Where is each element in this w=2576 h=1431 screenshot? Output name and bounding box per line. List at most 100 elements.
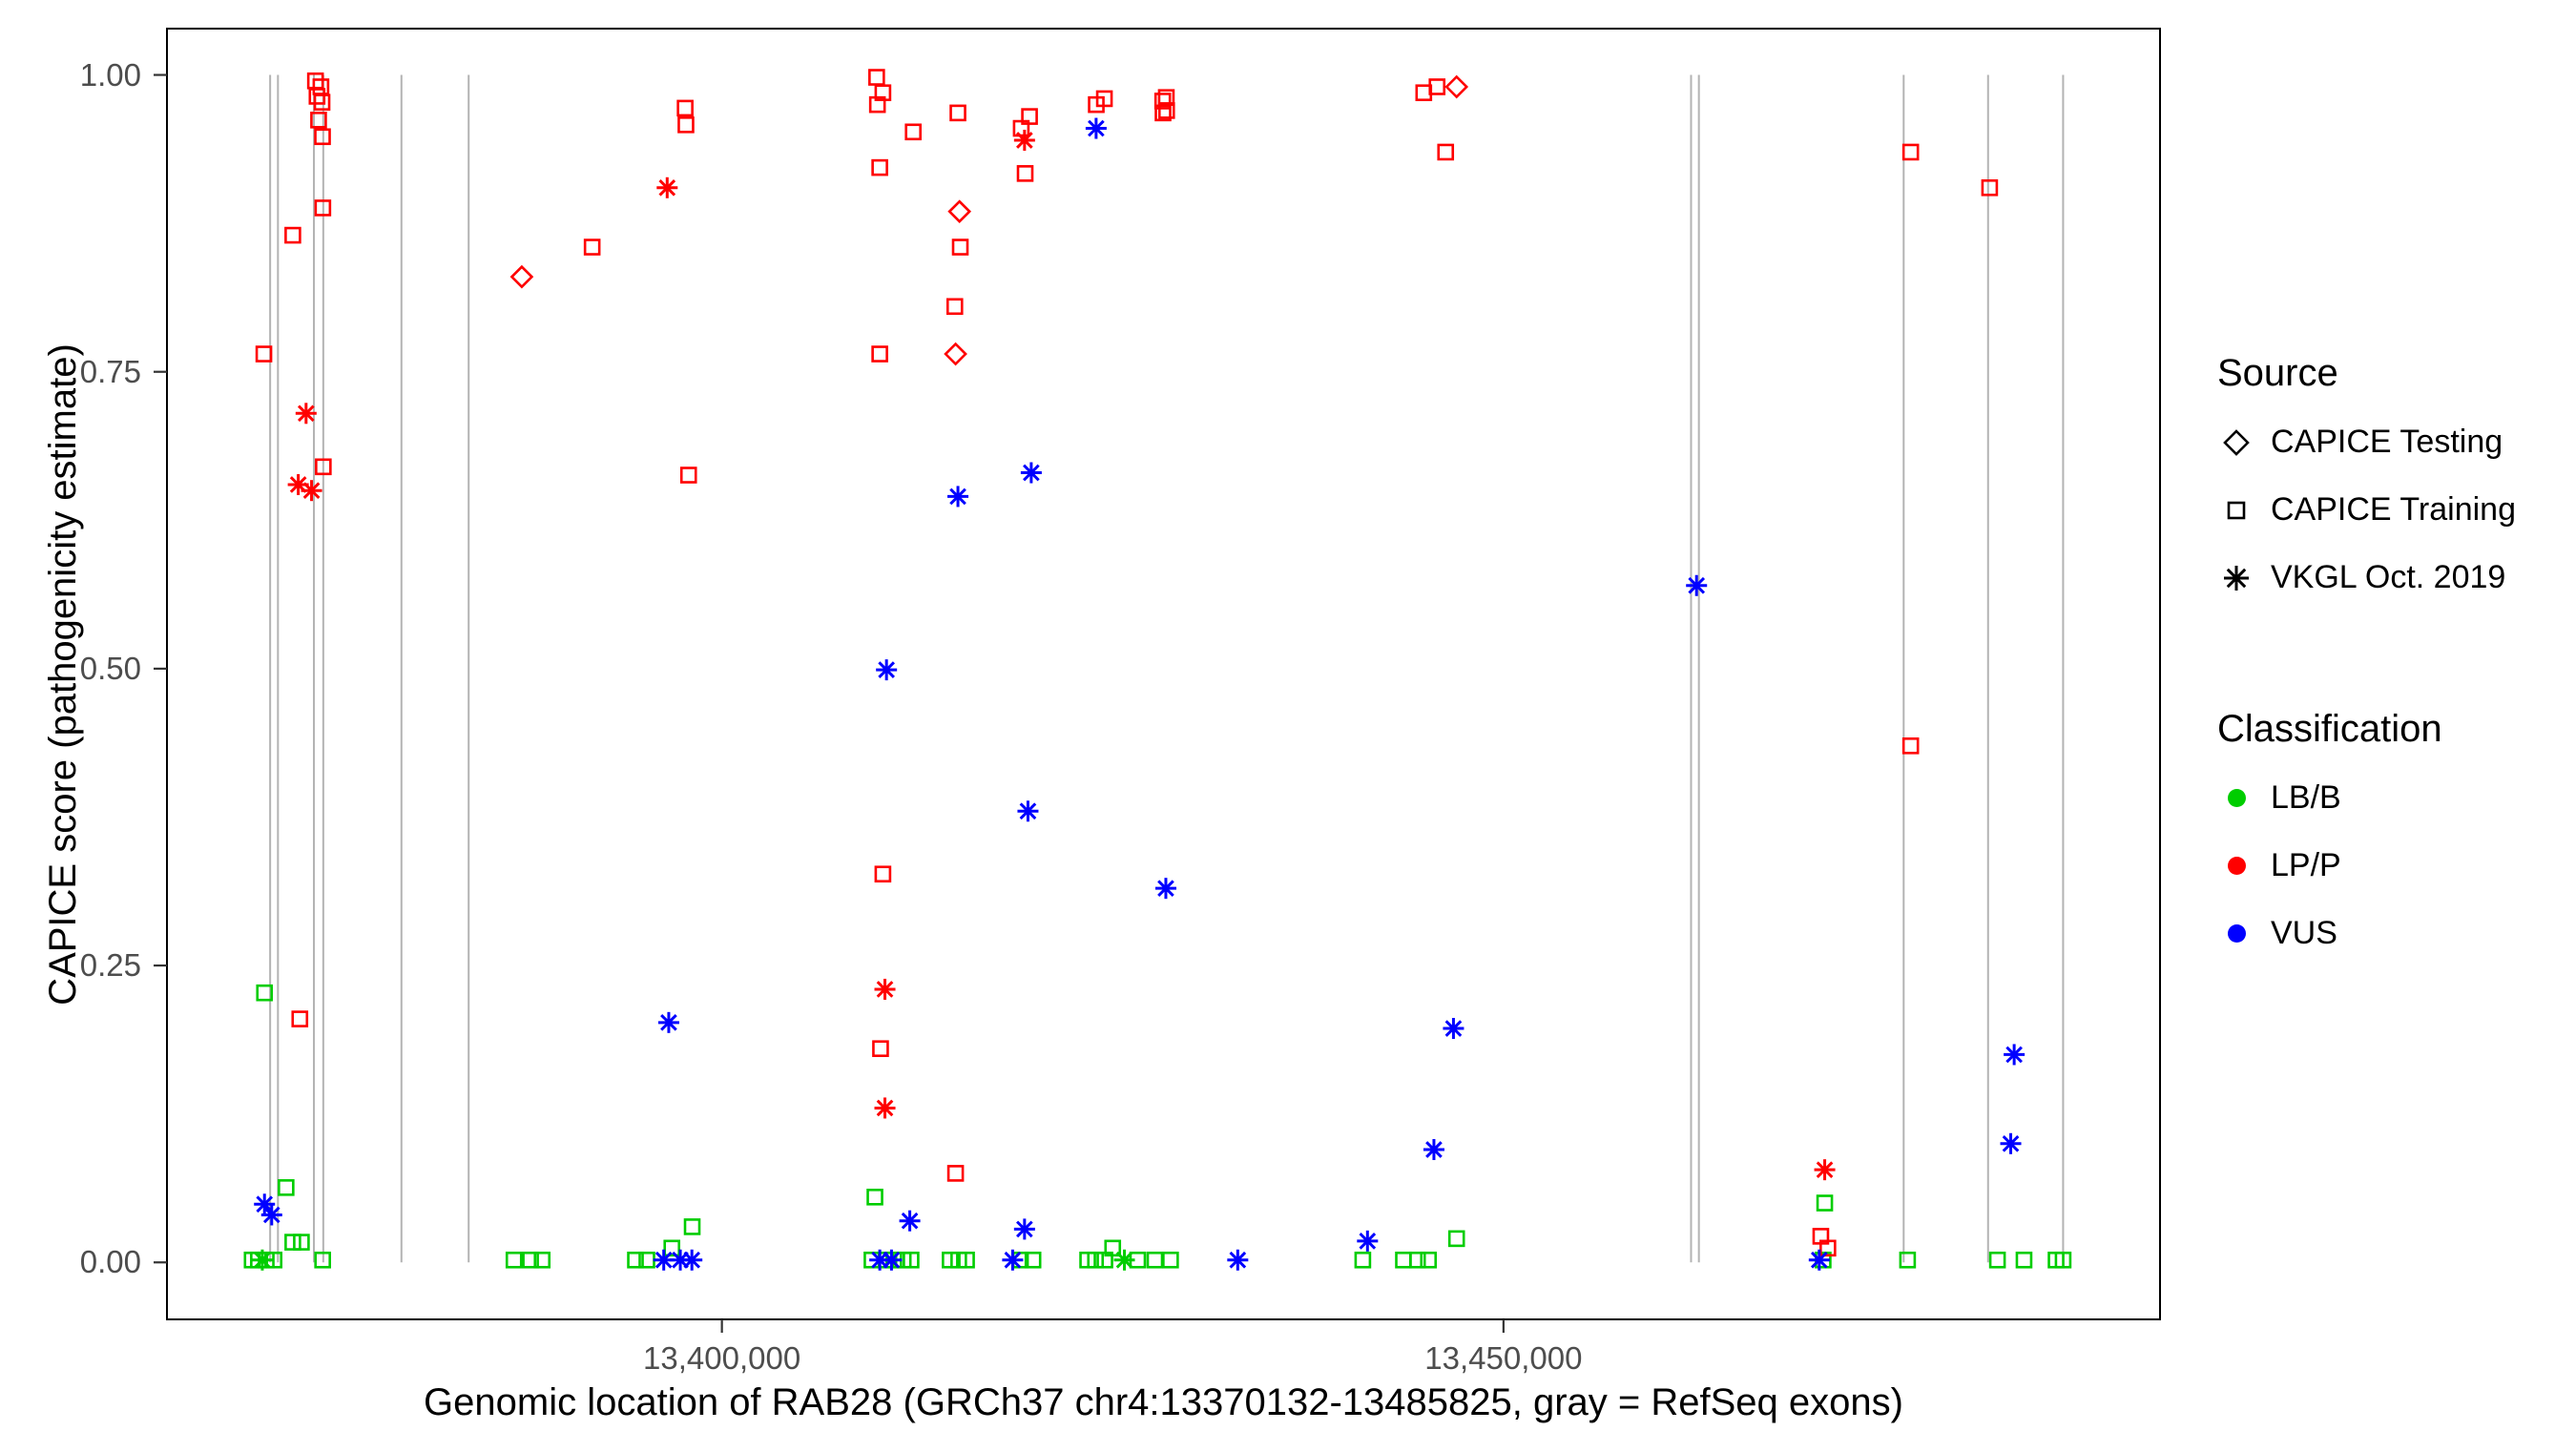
vus-color-dot-icon [2227,924,2246,943]
square-point [1988,1251,2006,1269]
square-point [1157,102,1175,119]
square-point [533,1251,551,1269]
square-point [958,1251,975,1269]
square-point [1095,90,1113,108]
asterisk-point [1810,1251,1828,1269]
square-point [951,238,969,256]
legend-item-label: CAPICE Training [2271,491,2516,528]
asterisk-point [876,1099,894,1117]
y-tick-label: 0.50 [79,650,141,686]
asterisk-point [256,1195,274,1213]
square-point [663,1239,681,1257]
diamond-point [947,199,972,224]
square-point [310,112,327,129]
square-point [949,104,966,122]
legend-classification-title: Classification [2217,708,2442,750]
y-axis-title: CAPICE score (pathogenicity estimate) [42,343,84,1006]
legend-item-capice-testing: CAPICE Testing [2217,408,2571,476]
square-point [1447,1230,1465,1248]
square-point [872,1040,889,1058]
square-point [683,1218,701,1235]
asterisk-point [660,1013,677,1031]
square-point [314,128,331,146]
panel-border [166,28,2161,1320]
square-point [1395,1251,1412,1269]
asterisk-point [1016,1220,1033,1238]
square-point [2015,1251,2033,1269]
legend-source-title: Source [2217,352,2338,394]
asterisk-point [654,1251,673,1269]
x-tick-label: 13,400,000 [643,1340,801,1376]
square-point [1162,1251,1179,1269]
legend: Source CAPICE Testing CAPICE Training [2204,351,2571,967]
square-point [1899,1251,1917,1269]
diamond-point [509,264,534,289]
asterisk-point [1359,1233,1377,1250]
diamond-point [944,342,967,366]
square-point [679,467,697,484]
square-point [874,865,892,883]
asterisk-point [1157,880,1174,898]
asterisk-point [878,661,896,678]
y-tick-label: 0.00 [79,1244,141,1280]
legend-item-label: VKGL Oct. 2019 [2271,559,2506,595]
asterisk-point [883,1251,901,1269]
y-tick-label: 1.00 [79,56,141,93]
square-point [903,1251,920,1269]
legend-item-vkgl: VKGL Oct. 2019 [2217,544,2571,612]
square-point [291,1010,309,1027]
asterisk-point [1016,132,1033,149]
lpp-color-dot-icon [2227,857,2246,875]
square-point [522,1251,539,1269]
x-axis-title: Genomic location of RAB28 (GRCh37 chr4:1… [424,1381,1903,1423]
asterisk-point [1115,1251,1133,1269]
square-point [2054,1251,2072,1269]
square-point [284,1234,301,1251]
y-tick-label: 0.25 [79,947,141,984]
legend-item-capice-training: CAPICE Training [2217,476,2571,544]
square-point [1024,1251,1042,1269]
square-point [677,116,695,134]
square-point [314,1251,331,1269]
square-point [874,84,892,102]
square-point [1420,1251,1438,1269]
square-point [942,1251,959,1269]
legend-item-lbb: LB/B [2217,764,2571,832]
square-point [871,158,888,176]
asterisk-point [949,487,966,506]
square-point [1408,1251,1426,1269]
square-point [946,1165,965,1182]
square-point [313,93,331,111]
square-point [1016,165,1034,182]
asterisk-point [302,482,321,500]
x-tick-label: 13,450,000 [1424,1340,1583,1376]
asterisk-point [289,476,307,493]
legend-classification: Classification LB/B LP/P VUS [2204,707,2571,967]
asterisk-point [683,1251,701,1269]
square-point [1437,143,1455,161]
square-point [871,345,888,363]
square-point [315,458,332,476]
legend-item-label: CAPICE Testing [2271,424,2503,460]
diamond-icon [2223,428,2250,456]
legend-item-label: LP/P [2271,847,2341,883]
square-point [1901,143,1920,161]
asterisk-point [1688,576,1706,594]
asterisk-point [1444,1020,1463,1037]
square-point [1901,737,1920,755]
asterisk-point [262,1206,280,1224]
square-point [676,99,694,117]
square-point [1153,93,1172,110]
asterisk-point [1004,1251,1022,1269]
square-point [278,1179,295,1196]
square-point [1104,1239,1122,1257]
legend-item-label: VUS [2271,915,2337,951]
legend-item-vus: VUS [2217,900,2571,967]
asterisk-point [1425,1141,1443,1158]
square-point [868,95,886,114]
square-point [627,1251,644,1269]
legend-item-lpp: LP/P [2217,832,2571,900]
lbb-color-dot-icon [2227,789,2246,807]
square-point [505,1251,523,1269]
